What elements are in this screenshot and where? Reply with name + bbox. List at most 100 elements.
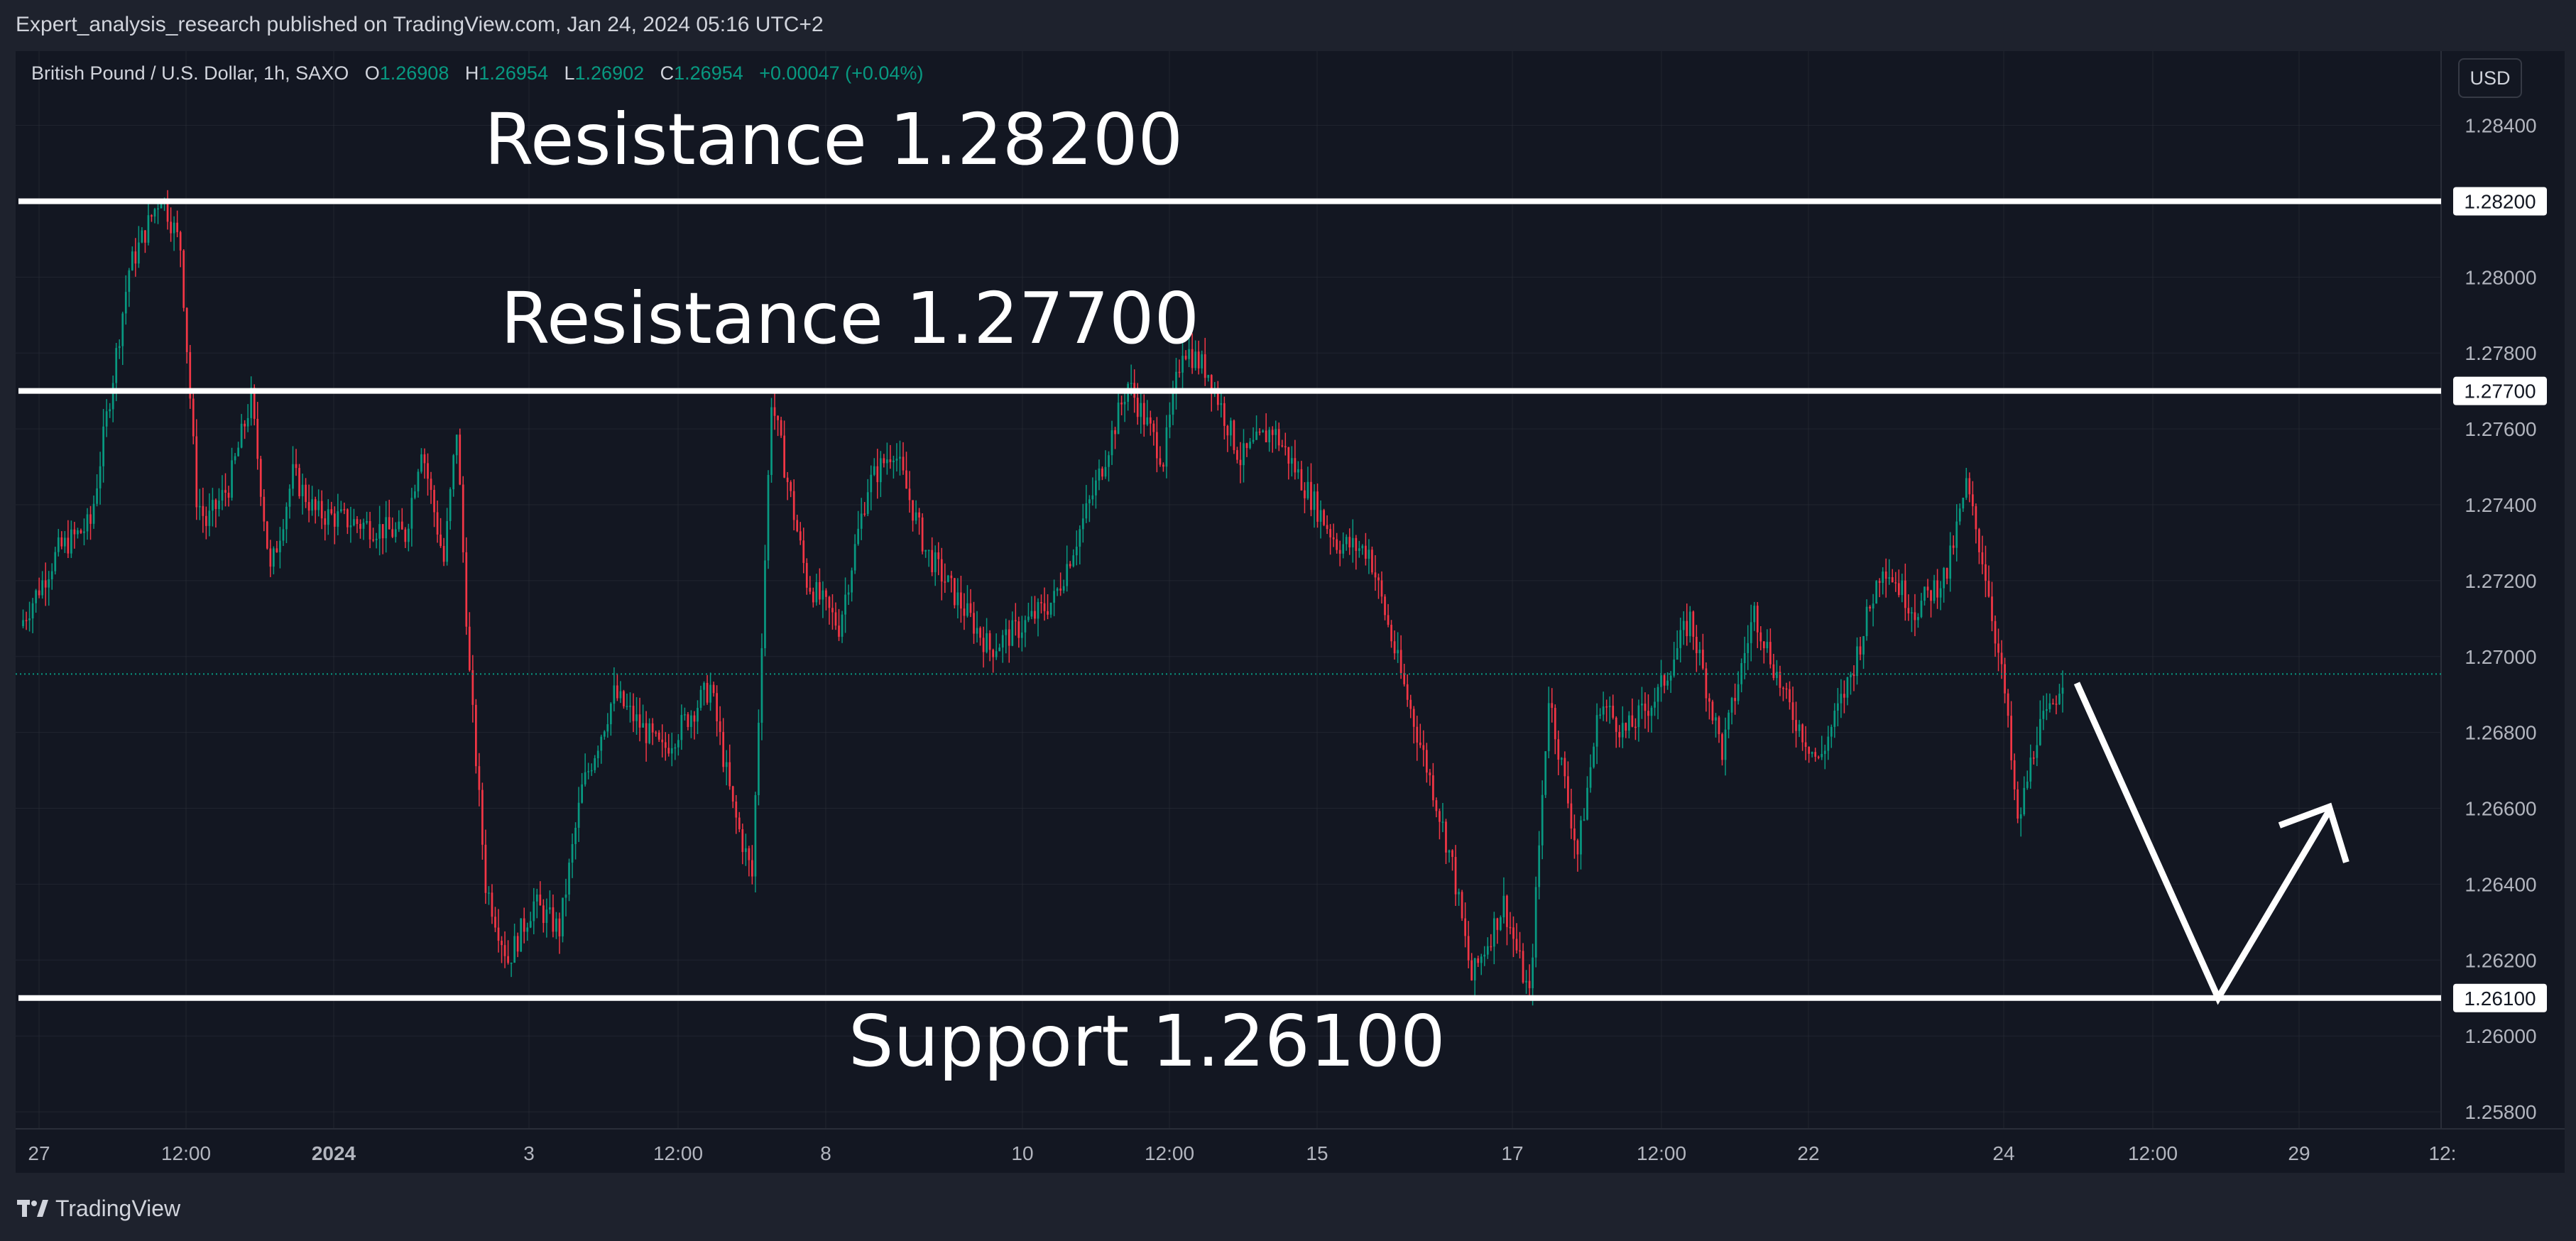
candle-body — [1901, 580, 1904, 596]
candle-body — [780, 420, 782, 436]
candle-body — [1917, 617, 1919, 620]
tradingview-logo[interactable]: TradingView — [17, 1193, 180, 1224]
candle-body — [946, 575, 949, 582]
candle-body — [934, 552, 937, 572]
candle-body — [1650, 707, 1653, 716]
candle-body — [266, 521, 268, 549]
candle-body — [1724, 729, 1727, 760]
time-tick: 10 — [1011, 1142, 1033, 1164]
candle-body — [606, 724, 609, 732]
candle-body — [1201, 354, 1204, 368]
candle-body — [1654, 701, 1656, 708]
candle-body — [227, 492, 230, 498]
candle-body — [969, 603, 972, 613]
candle-body — [1043, 603, 1046, 611]
candle-body — [474, 704, 477, 767]
candle-body — [173, 222, 175, 234]
candle-body — [552, 907, 555, 932]
price-tick: 1.28000 — [2465, 266, 2536, 288]
candle-body — [273, 548, 275, 567]
candle-body — [992, 650, 995, 657]
candle-body — [1304, 490, 1306, 498]
candle-body — [285, 506, 288, 530]
price-axis[interactable]: 1.28400 1.28000 1.27800 1.27600 1.27400 1.272… — [2453, 115, 2547, 1124]
candle-body — [670, 748, 673, 754]
candle-body — [259, 459, 262, 497]
candle-body — [915, 512, 917, 521]
candle-body — [1567, 776, 1569, 804]
candle-body — [1631, 715, 1634, 727]
candle-body — [632, 706, 635, 721]
candle-body — [394, 529, 397, 537]
candle-body — [1872, 603, 1874, 609]
candle-body — [1865, 606, 1868, 637]
candle-body — [1534, 887, 1537, 958]
candle-body — [529, 921, 532, 928]
candle-body — [1512, 927, 1515, 939]
candle-body — [1159, 458, 1162, 465]
candle-body — [1644, 704, 1647, 711]
candle-body — [963, 608, 966, 616]
candle-body — [144, 230, 146, 243]
candle-body — [1747, 643, 1750, 653]
candle-body — [790, 482, 792, 491]
candle-body — [1593, 746, 1595, 767]
candle-body — [202, 505, 204, 516]
time-axis[interactable]: 27 12:00 2024 3 12:00 8 10 12:00 15 17 12:00 22 24 12… — [28, 1142, 2456, 1164]
price-tick: 1.26600 — [2465, 798, 2536, 820]
candle-body — [1814, 752, 1817, 757]
level-lines[interactable] — [16, 198, 2441, 1001]
candle-body — [212, 500, 214, 511]
symbol-legend[interactable]: British Pound / U.S. Dollar, 1h, SAXO O1… — [31, 62, 923, 84]
candle-body — [1281, 445, 1284, 447]
candle-body — [234, 456, 236, 461]
candle-body — [1275, 429, 1277, 435]
candle-body — [2042, 711, 2045, 719]
candle-body — [433, 490, 435, 513]
candle-body — [526, 927, 529, 932]
projection-arrow[interactable] — [2073, 682, 2349, 1005]
time-tick: 12:00 — [2128, 1142, 2178, 1164]
candle-body — [1268, 430, 1271, 443]
candle-body — [613, 685, 616, 704]
candle-body — [703, 682, 705, 690]
chart-canvas[interactable]: 1.28400 1.28000 1.27800 1.27600 1.27400 1.272… — [0, 0, 2576, 1179]
candle-body — [2058, 694, 2061, 704]
candle-body — [1666, 680, 1669, 686]
candle-body — [131, 251, 133, 270]
candle-body — [1894, 582, 1897, 584]
price-tick: 1.28400 — [2465, 115, 2536, 137]
candle-body — [189, 351, 192, 399]
candle-body — [1608, 706, 1611, 708]
candle-body — [533, 901, 535, 922]
candle-body — [391, 529, 394, 537]
candle-body — [1782, 687, 1784, 689]
candle-body — [1088, 499, 1091, 503]
candle-body — [1981, 552, 1984, 564]
candle-body — [1930, 590, 1932, 601]
candle-body — [1949, 545, 1952, 579]
candle-body — [1095, 480, 1097, 496]
candle-body — [1682, 620, 1685, 630]
candle-body — [1152, 423, 1155, 432]
candle-body — [372, 539, 374, 541]
candle-body — [1914, 612, 1916, 620]
candle-body — [1017, 621, 1020, 638]
candle-body — [1955, 521, 1958, 548]
candle-body — [1243, 443, 1245, 466]
candle-body — [1451, 850, 1453, 858]
candle-body — [1936, 580, 1938, 598]
time-tick: 12: — [2429, 1142, 2457, 1164]
candle-body — [1399, 650, 1402, 674]
footer-brand: TradingView — [55, 1195, 181, 1221]
currency-button[interactable]: USD — [2458, 58, 2522, 98]
candle-body — [1008, 629, 1010, 646]
candle-body — [1316, 491, 1319, 522]
candle-body — [1216, 388, 1219, 405]
candle-body — [147, 215, 150, 243]
candle-body — [1743, 652, 1746, 663]
candle-body — [1962, 497, 1965, 509]
candle-body — [1563, 758, 1566, 777]
candle-body — [446, 520, 448, 562]
candle-body — [1351, 537, 1354, 548]
